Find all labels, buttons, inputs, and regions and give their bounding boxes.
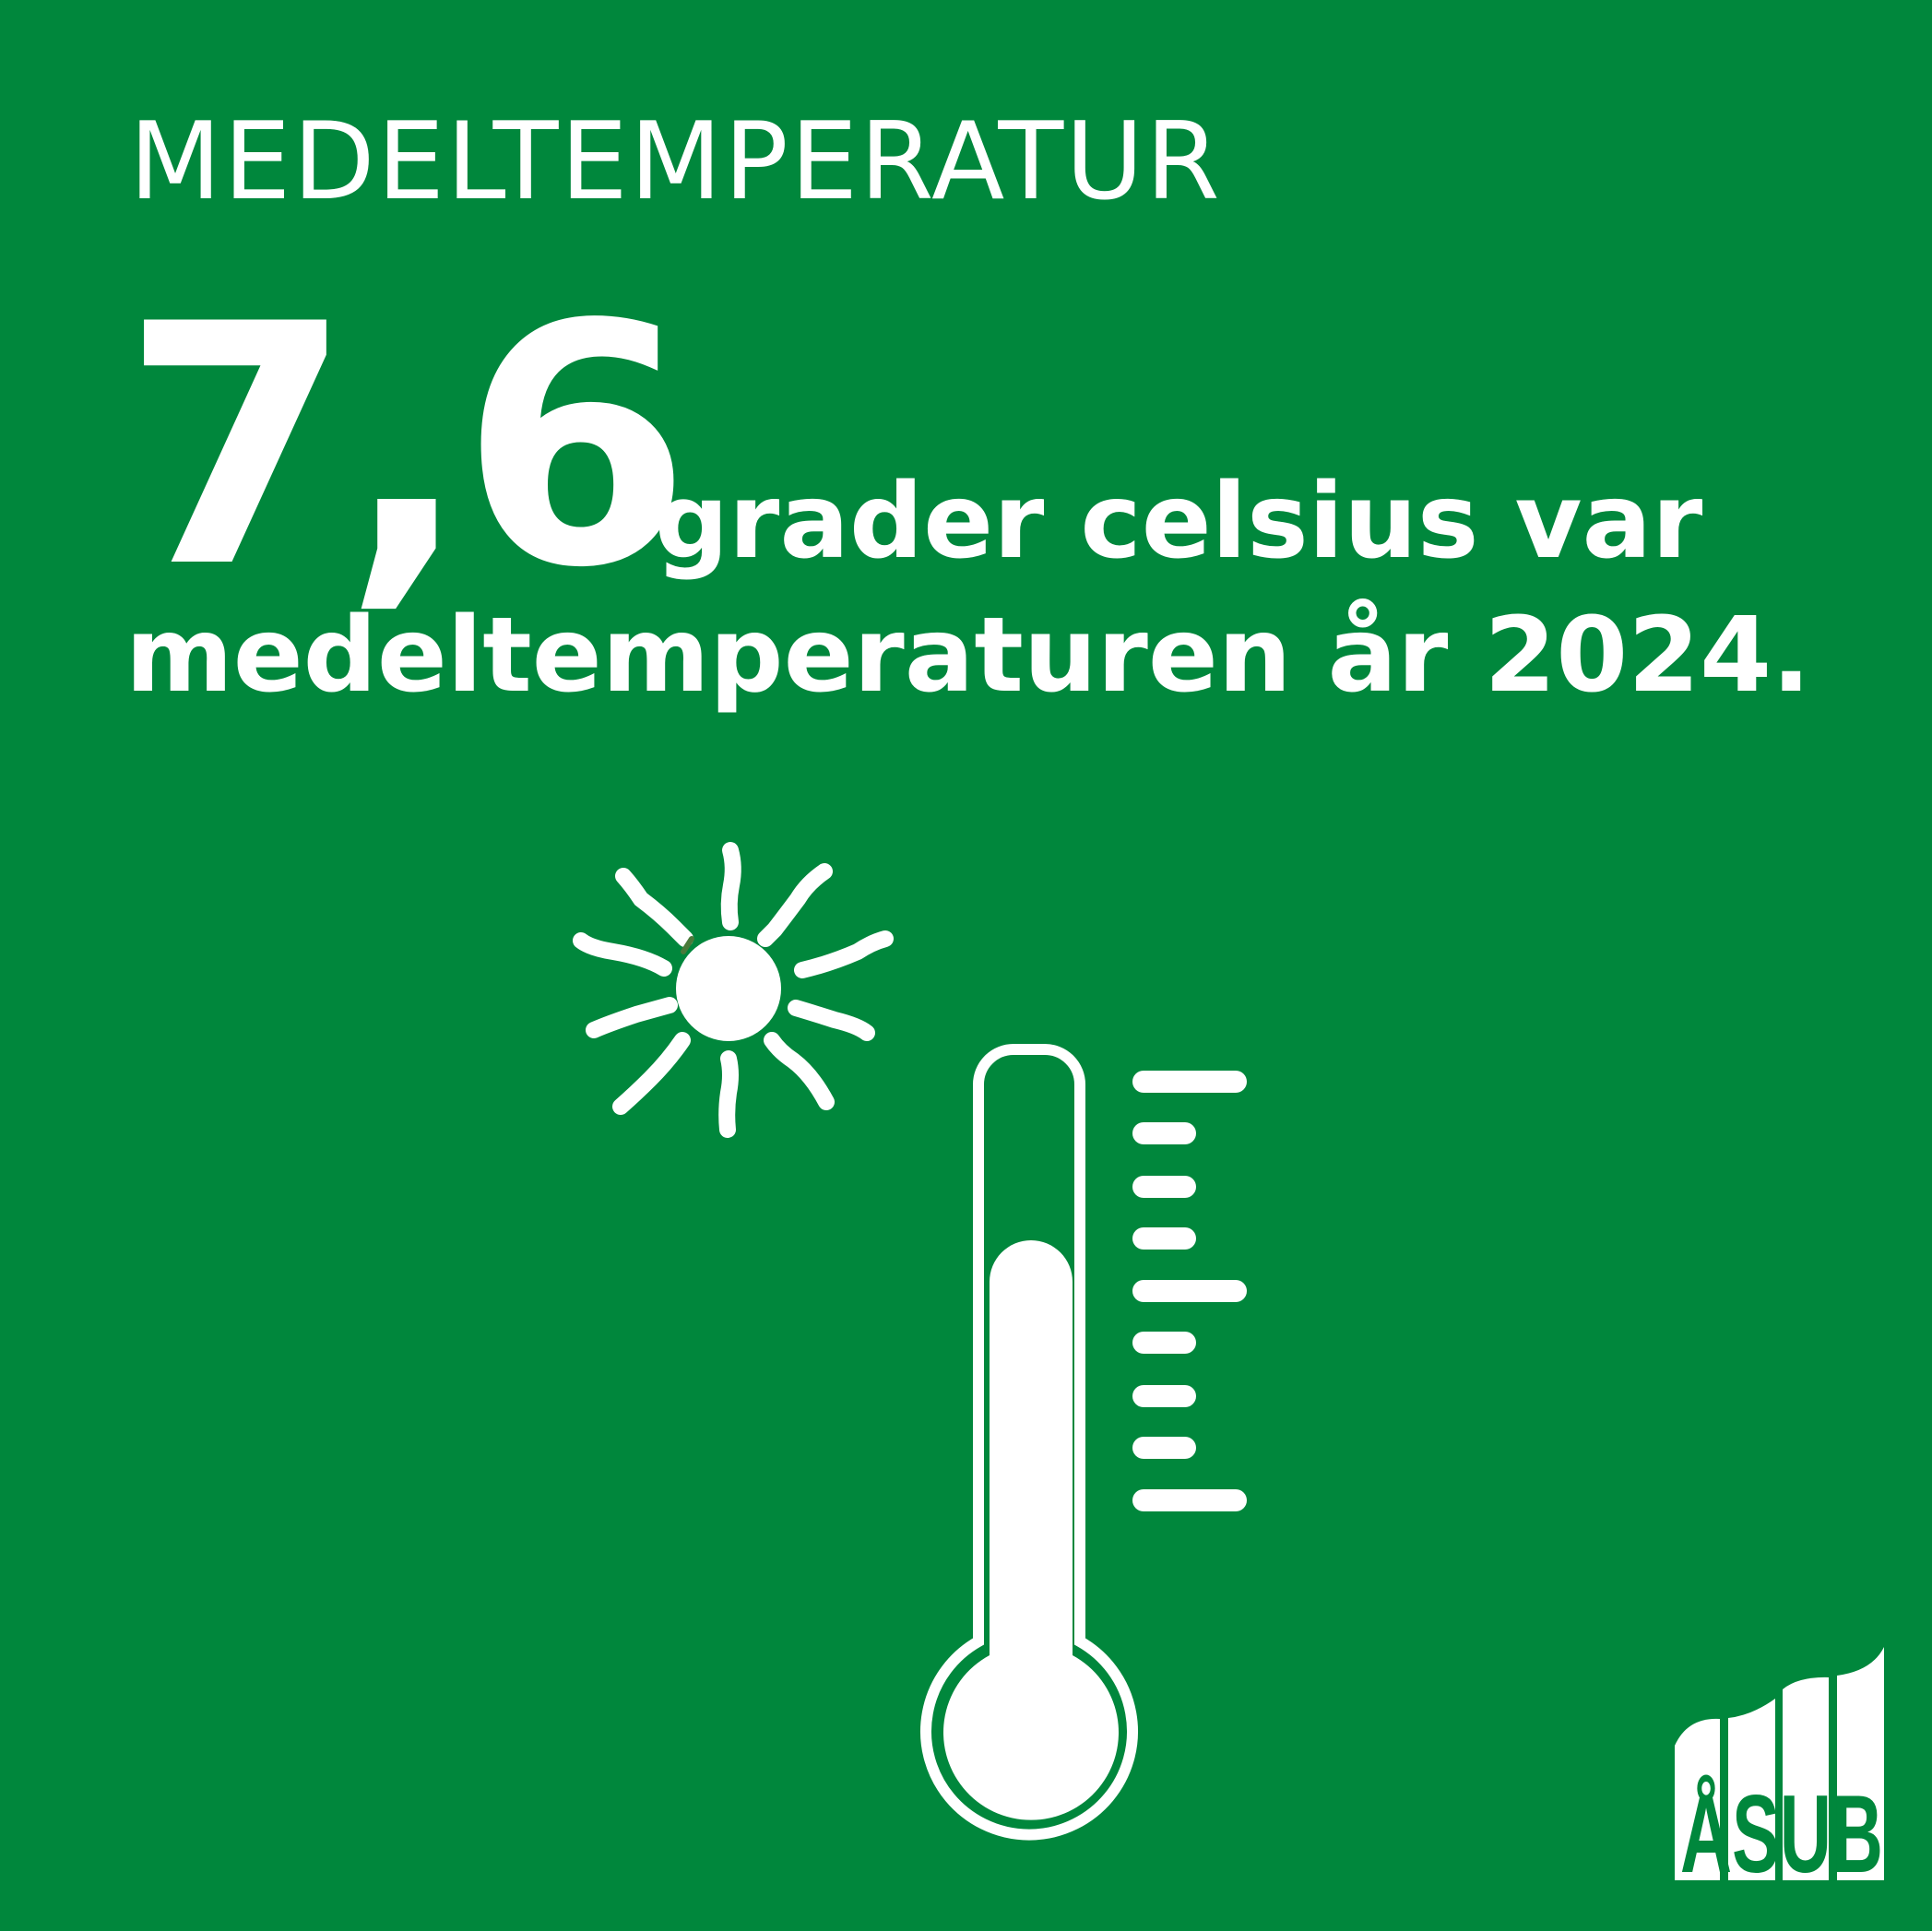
heading: MEDELTEMPERATUR [129, 100, 1222, 224]
asub-logo: ÅSUB [1675, 1647, 1884, 1896]
sentence-line-1: grader celsius var [655, 462, 1703, 582]
thermometer-scale [1132, 1071, 1247, 1511]
sentence-line-2: medeltemperaturen år 2024. [125, 596, 1811, 716]
temperature-value: 7,6 [122, 254, 692, 640]
sun-icon [573, 842, 894, 1138]
logo-lettering: ÅSUB [1680, 1772, 1883, 1896]
thermometer-icon [920, 1044, 1247, 1841]
